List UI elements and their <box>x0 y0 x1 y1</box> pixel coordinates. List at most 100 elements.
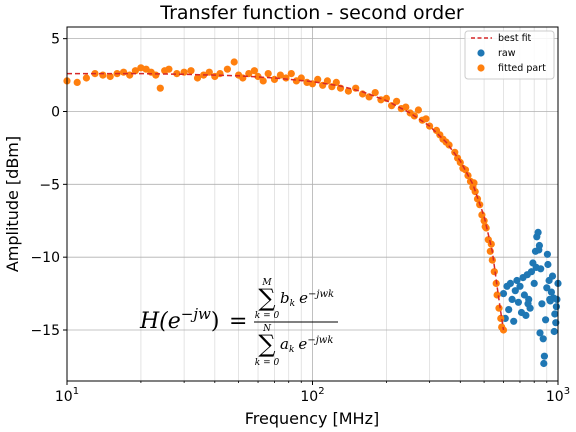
data-point-fitted-part <box>459 164 467 172</box>
data-point-fitted-part <box>276 71 284 79</box>
data-point-fitted-part <box>264 70 272 78</box>
data-point-fitted-part <box>371 89 379 97</box>
data-point-fitted-part <box>314 75 322 83</box>
data-point-fitted-part <box>495 304 503 312</box>
formula-den-coef: a <box>280 335 289 353</box>
data-point-fitted-part <box>332 78 340 86</box>
formula-den-body: ak e−jwk <box>280 335 333 355</box>
data-point-fitted-part <box>152 71 160 79</box>
data-point-raw <box>552 303 561 311</box>
data-point-fitted-part <box>193 74 202 82</box>
data-point-raw <box>543 284 551 292</box>
data-point-raw <box>535 246 543 254</box>
data-point-fitted-part <box>73 78 81 86</box>
data-point-raw <box>511 287 519 295</box>
best-fit-line <box>67 72 505 331</box>
x-tick-base: 10 <box>300 389 318 405</box>
x-axis-label: Frequency [MHz] <box>245 409 379 428</box>
data-point-fitted-part <box>187 67 195 75</box>
x-tick-exponent: 1 <box>73 386 79 397</box>
legend-raw-label: raw <box>498 48 516 59</box>
y-tick-label: 0 <box>51 104 60 120</box>
x-tick-label: 102 <box>300 386 324 405</box>
data-point-raw <box>532 263 540 271</box>
data-point-fitted-part <box>173 70 181 78</box>
data-point-raw <box>547 288 556 296</box>
data-point-raw <box>534 228 542 236</box>
data-point-fitted-part <box>402 103 410 111</box>
data-point-fitted-part <box>287 70 295 78</box>
data-point-raw <box>544 260 552 269</box>
data-point-raw <box>550 327 558 336</box>
data-point-fitted-part <box>99 71 107 79</box>
data-point-raw <box>548 272 557 280</box>
formula-lhs-sup: −jw <box>181 305 211 323</box>
data-point-fitted-part <box>282 74 290 82</box>
formula-num-sub: k <box>290 299 295 309</box>
legend-fitted-part-label: fitted part <box>498 63 546 74</box>
data-point-fitted-part <box>259 77 267 85</box>
data-point-raw <box>516 282 524 290</box>
data-point-fitted-part <box>422 115 430 123</box>
formula-lhs: H(e−jw) <box>139 305 219 334</box>
data-point-fitted-part <box>131 67 139 75</box>
formula-den-e: e <box>298 335 307 353</box>
data-point-raw <box>520 291 529 299</box>
formula-den-upper: N <box>262 324 272 334</box>
data-point-fitted-part <box>270 75 279 83</box>
data-point-fitted-part <box>82 74 90 82</box>
data-point-fitted-part <box>223 65 231 73</box>
data-point-raw <box>543 250 552 258</box>
y-tick-label: −15 <box>30 323 60 339</box>
data-point-raw <box>538 300 546 308</box>
data-point-fitted-part <box>216 70 224 78</box>
data-point-fitted-part <box>245 70 253 78</box>
data-point-raw <box>542 316 550 324</box>
formula-lhs-close: ) <box>211 309 220 334</box>
data-point-fitted-part <box>156 84 164 92</box>
data-point-raw <box>527 268 536 276</box>
y-axis-label: Amplitude [dBm] <box>3 136 22 272</box>
data-point-fitted-part <box>393 97 401 105</box>
data-point-fitted-part <box>254 72 262 81</box>
legend-fitted-part-swatch <box>477 64 485 72</box>
x-tick-exponent: 3 <box>564 386 570 397</box>
data-point-fitted-part <box>470 179 478 187</box>
data-point-raw <box>499 290 508 298</box>
series-layer <box>63 58 562 368</box>
x-tick-base: 10 <box>55 389 73 405</box>
data-point-fitted-part <box>126 71 134 79</box>
data-point-fitted-part <box>323 77 331 85</box>
data-point-fitted-part <box>490 268 498 276</box>
formula-num-lower: k = 0 <box>255 311 280 321</box>
data-point-raw <box>514 298 523 306</box>
data-point-fitted-part <box>120 68 128 76</box>
data-point-fitted-part <box>250 67 258 75</box>
chart-title: Transfer function - second order <box>159 2 464 24</box>
data-point-raw <box>551 310 559 318</box>
data-point-raw <box>530 279 538 287</box>
x-tick-base: 10 <box>546 389 564 405</box>
data-point-fitted-part <box>165 65 173 73</box>
data-point-raw <box>506 279 514 287</box>
x-tick-label: 103 <box>546 386 570 405</box>
formula-num-sup: −jwk <box>308 289 334 300</box>
x-tick-label: 101 <box>55 386 79 405</box>
formula-num-upper: M <box>261 278 272 288</box>
data-point-raw <box>539 335 547 343</box>
data-point-raw <box>524 300 532 308</box>
data-point-raw <box>540 352 549 360</box>
data-point-fitted-part <box>488 256 496 264</box>
data-point-fitted-part <box>106 72 114 81</box>
data-point-raw <box>522 311 530 319</box>
data-point-raw <box>540 359 548 368</box>
y-tick-label: 5 <box>51 32 60 48</box>
formula-equals: = <box>229 309 247 334</box>
data-point-raw <box>510 317 518 325</box>
data-point-fitted-part <box>436 131 444 139</box>
formula-den-sup: −jwk <box>307 335 333 346</box>
data-point-raw <box>536 329 544 337</box>
legend: best fit raw fitted part <box>464 30 555 80</box>
